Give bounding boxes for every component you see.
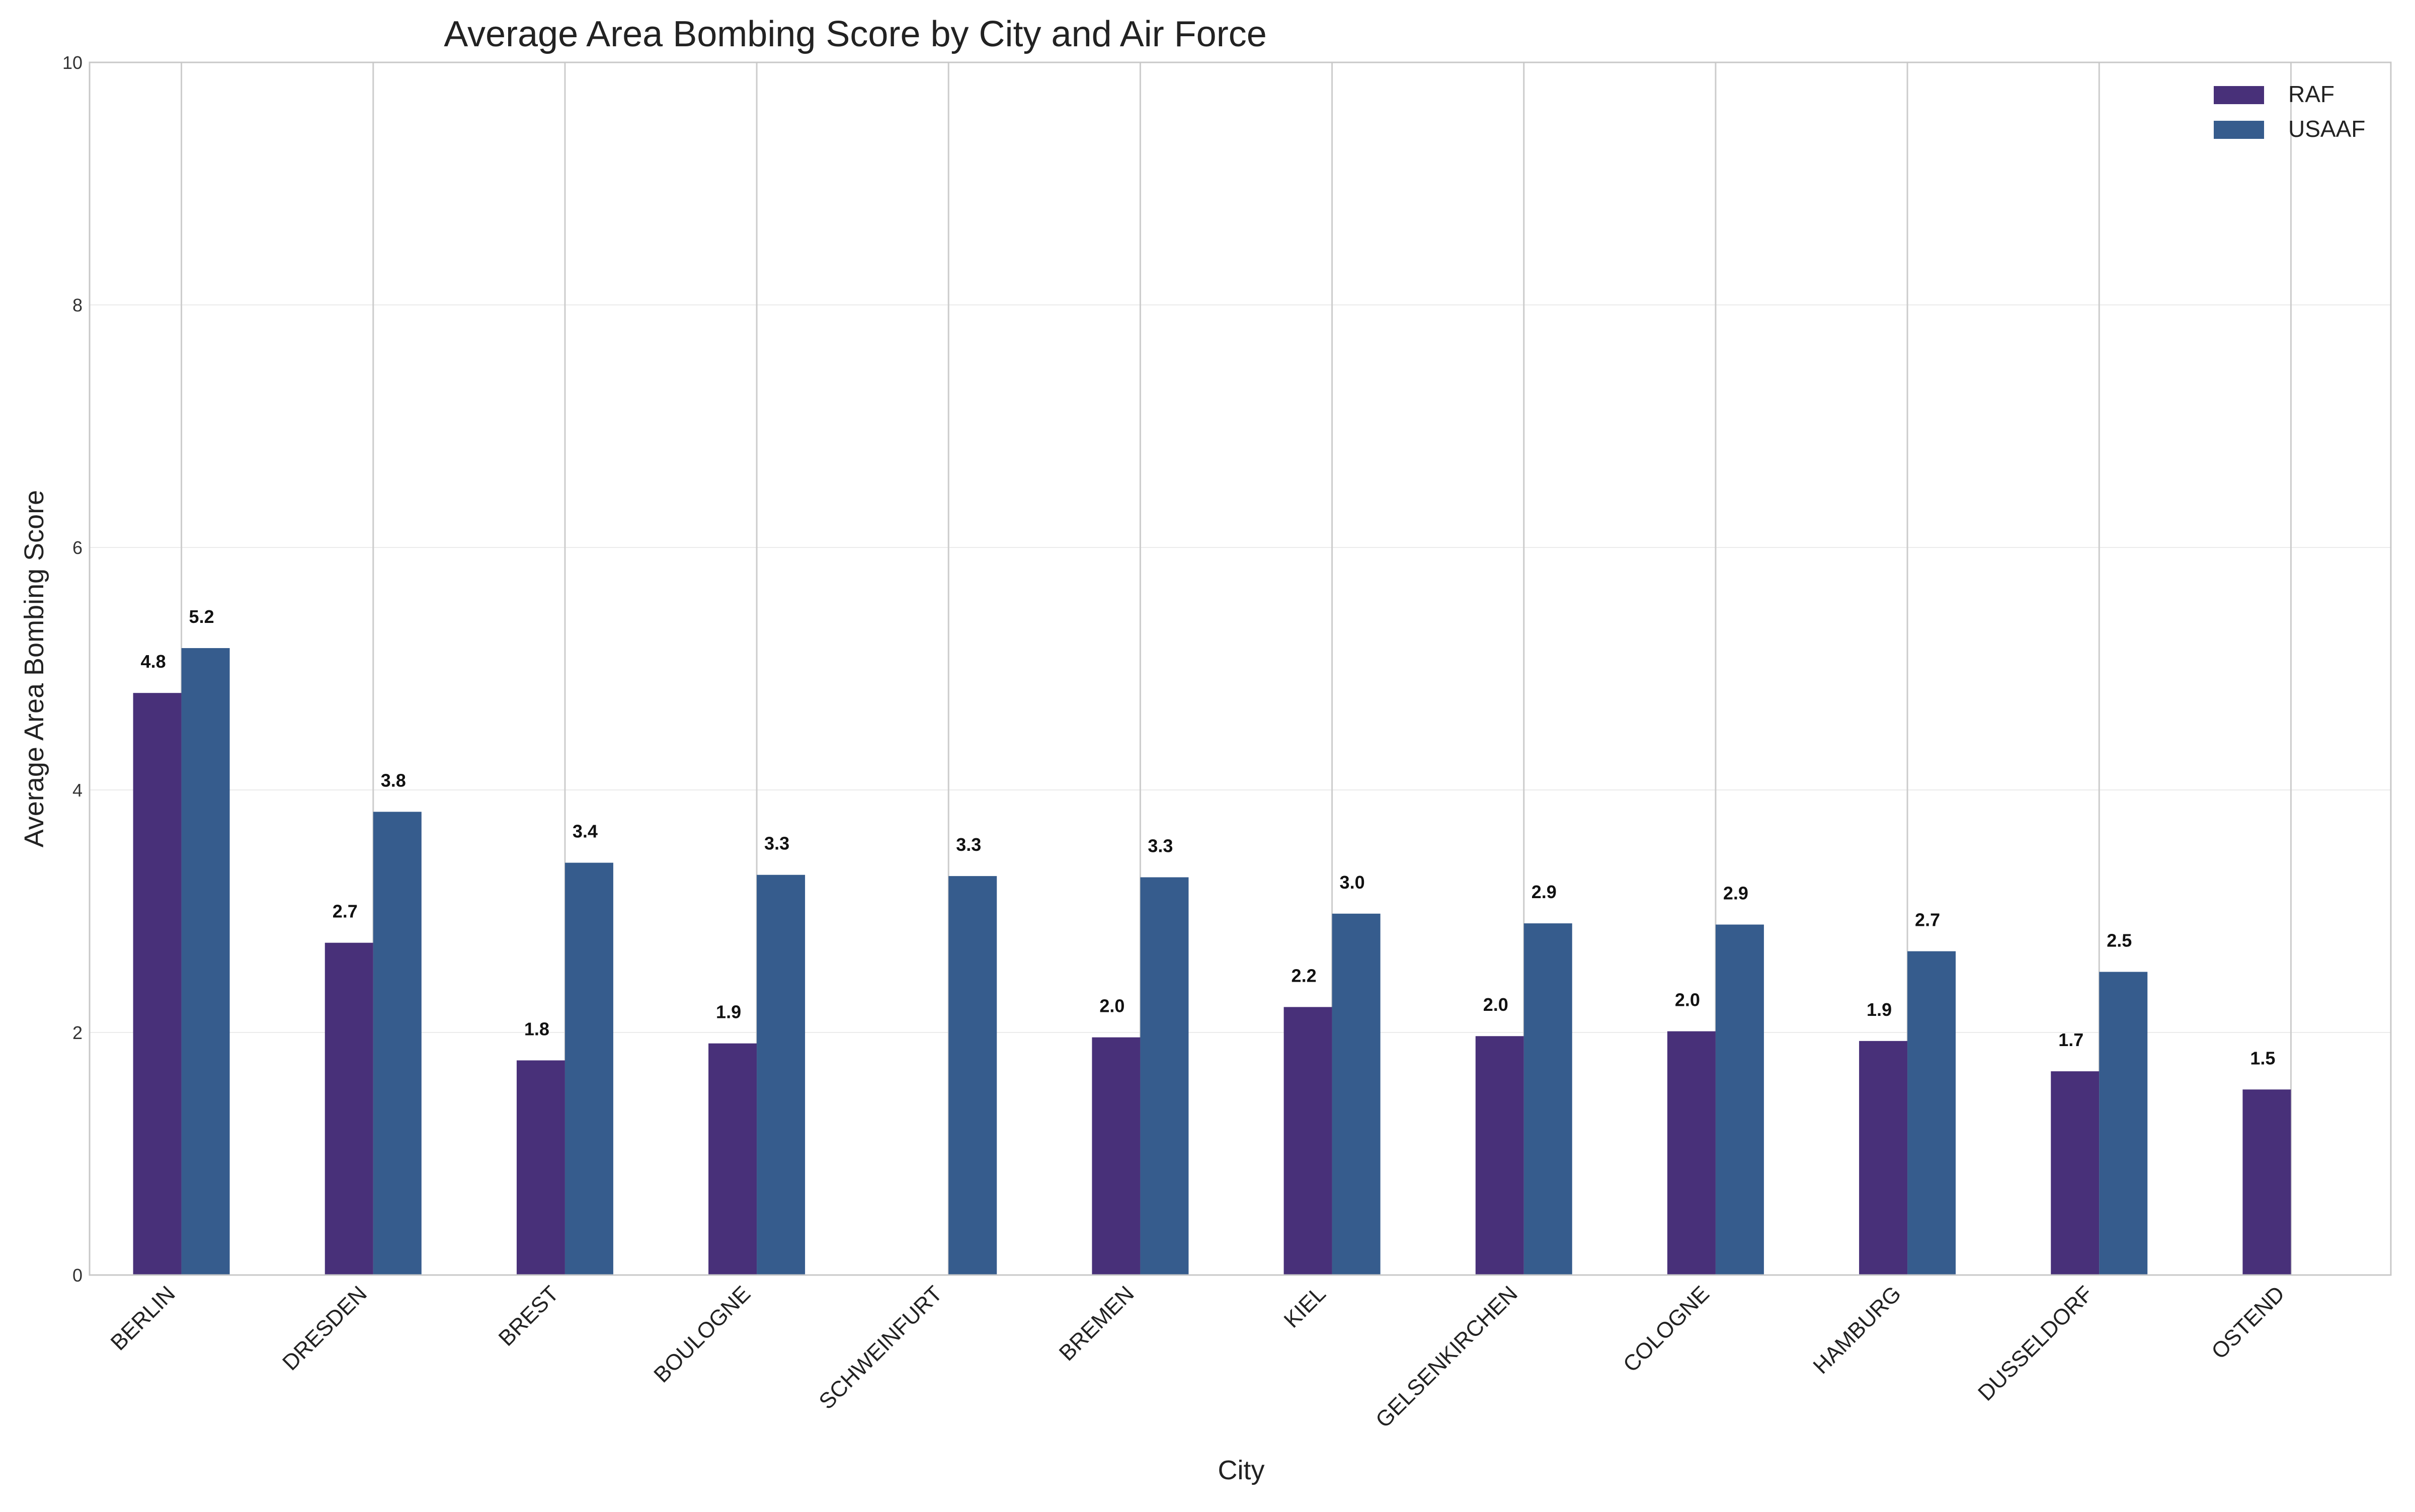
bar-raf-berlin [133, 693, 182, 1275]
legend-label-usaaf: USAAF [2288, 116, 2365, 142]
data-label-usaaf-dusseldorf: 2.5 [2107, 930, 2132, 951]
bar-usaaf-cologne [1715, 924, 1764, 1275]
bar-raf-dusseldorf [2051, 1071, 2100, 1275]
y-tick-label: 10 [62, 52, 83, 73]
data-label-usaaf-cologne: 2.9 [1723, 883, 1748, 904]
data-label-raf-bremen: 2.0 [1099, 996, 1124, 1016]
data-label-raf-kiel: 2.2 [1292, 965, 1317, 986]
data-label-raf-cologne: 2.0 [1675, 990, 1700, 1010]
bar-raf-brest [516, 1060, 565, 1275]
data-label-raf-boulogne: 1.9 [716, 1002, 741, 1022]
data-label-usaaf-gelsenkirchen: 2.9 [1532, 882, 1557, 902]
legend-label-raf: RAF [2288, 81, 2334, 107]
bar-raf-cologne [1667, 1031, 1716, 1275]
bars-layer [133, 648, 2291, 1275]
y-tick-label: 8 [72, 295, 83, 315]
legend-swatch-raf [2214, 86, 2264, 104]
data-label-usaaf-boulogne: 3.3 [764, 833, 789, 854]
bar-raf-hamburg [1859, 1041, 1908, 1275]
bar-raf-gelsenkirchen [1475, 1036, 1524, 1275]
bar-usaaf-dresden [373, 812, 422, 1275]
bar-usaaf-gelsenkirchen [1523, 923, 1572, 1275]
data-label-usaaf-kiel: 3.0 [1340, 872, 1365, 893]
bar-usaaf-brest [565, 862, 613, 1275]
bar-usaaf-boulogne [757, 874, 806, 1275]
data-label-usaaf-berlin: 5.2 [189, 606, 214, 627]
bar-raf-kiel [1283, 1007, 1332, 1275]
data-label-usaaf-hamburg: 2.7 [1915, 910, 1940, 930]
plot-frame [89, 61, 2392, 1276]
bar-usaaf-hamburg [1907, 951, 1956, 1275]
legend-swatch-usaaf [2214, 121, 2264, 139]
y-tick-label: 6 [72, 537, 83, 558]
chart-title: Average Area Bombing Score by City and A… [444, 14, 1267, 54]
data-labels-layer: 4.8 2.7 1.8 1.9 2.0 2.2 2.0 2.0 1.9 1.7 1.5 5.2 3.8 3… [141, 606, 2276, 1068]
y-tick-label: 4 [72, 780, 83, 801]
data-label-raf-brest: 1.8 [524, 1018, 549, 1039]
data-label-usaaf-brest: 3.4 [573, 821, 598, 842]
y-axis-label: Average Area Bombing Score [19, 490, 49, 847]
data-label-usaaf-dresden: 3.8 [381, 770, 406, 790]
y-tick-label: 0 [72, 1265, 83, 1286]
data-label-raf-berlin: 4.8 [141, 651, 166, 672]
y-tick-label: 2 [72, 1022, 83, 1043]
data-label-usaaf-schweinfurt: 3.3 [956, 834, 981, 855]
bar-usaaf-kiel [1332, 913, 1381, 1275]
legend: RAF USAAF [2214, 81, 2365, 142]
x-axis-label: City [1218, 1455, 1265, 1485]
bar-raf-bremen [1092, 1037, 1141, 1275]
bar-usaaf-berlin [181, 648, 230, 1275]
bar-usaaf-dusseldorf [2099, 972, 2148, 1275]
data-label-raf-dusseldorf: 1.7 [2058, 1029, 2083, 1050]
data-label-raf-hamburg: 1.9 [1867, 999, 1892, 1020]
data-label-usaaf-bremen: 3.3 [1148, 836, 1173, 856]
data-label-raf-dresden: 2.7 [333, 901, 358, 922]
bar-usaaf-schweinfurt [948, 876, 997, 1275]
bar-usaaf-bremen [1140, 877, 1189, 1275]
bar-raf-boulogne [708, 1043, 757, 1275]
data-label-raf-gelsenkirchen: 2.0 [1483, 994, 1508, 1015]
bar-raf-ostend [2242, 1089, 2291, 1275]
bar-raf-dresden [325, 942, 373, 1275]
data-label-raf-ostend: 1.5 [2250, 1048, 2275, 1068]
